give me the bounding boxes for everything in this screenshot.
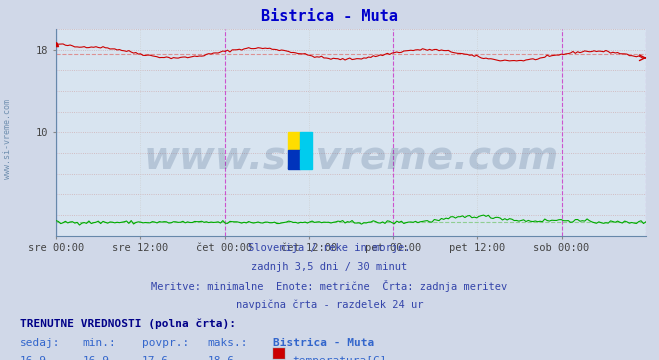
Text: 17,6: 17,6: [142, 356, 169, 360]
Bar: [300, 132, 312, 150]
Text: Bistrica - Muta: Bistrica - Muta: [261, 9, 398, 24]
Text: Meritve: minimalne  Enote: metrične  Črta: zadnja meritev: Meritve: minimalne Enote: metrične Črta:…: [152, 280, 507, 292]
Text: sedaj:: sedaj:: [20, 338, 60, 348]
Text: Slovenija / reke in morje.: Slovenija / reke in morje.: [248, 243, 411, 253]
Text: maks.:: maks.:: [208, 338, 248, 348]
Bar: [288, 132, 300, 150]
Text: zadnjh 3,5 dni / 30 minut: zadnjh 3,5 dni / 30 minut: [251, 262, 408, 272]
Bar: [300, 150, 312, 168]
Text: 18,6: 18,6: [208, 356, 235, 360]
Text: www.si-vreme.com: www.si-vreme.com: [143, 138, 559, 176]
Text: temperatura[C]: temperatura[C]: [292, 356, 386, 360]
Bar: [288, 150, 300, 168]
Text: Bistrica - Muta: Bistrica - Muta: [273, 338, 375, 348]
Text: min.:: min.:: [82, 338, 116, 348]
Text: TRENUTNE VREDNOSTI (polna črta):: TRENUTNE VREDNOSTI (polna črta):: [20, 319, 236, 329]
Text: 16,9: 16,9: [82, 356, 109, 360]
Text: 16,9: 16,9: [20, 356, 47, 360]
Text: navpična črta - razdelek 24 ur: navpična črta - razdelek 24 ur: [236, 299, 423, 310]
Text: povpr.:: povpr.:: [142, 338, 189, 348]
Text: www.si-vreme.com: www.si-vreme.com: [3, 99, 13, 179]
